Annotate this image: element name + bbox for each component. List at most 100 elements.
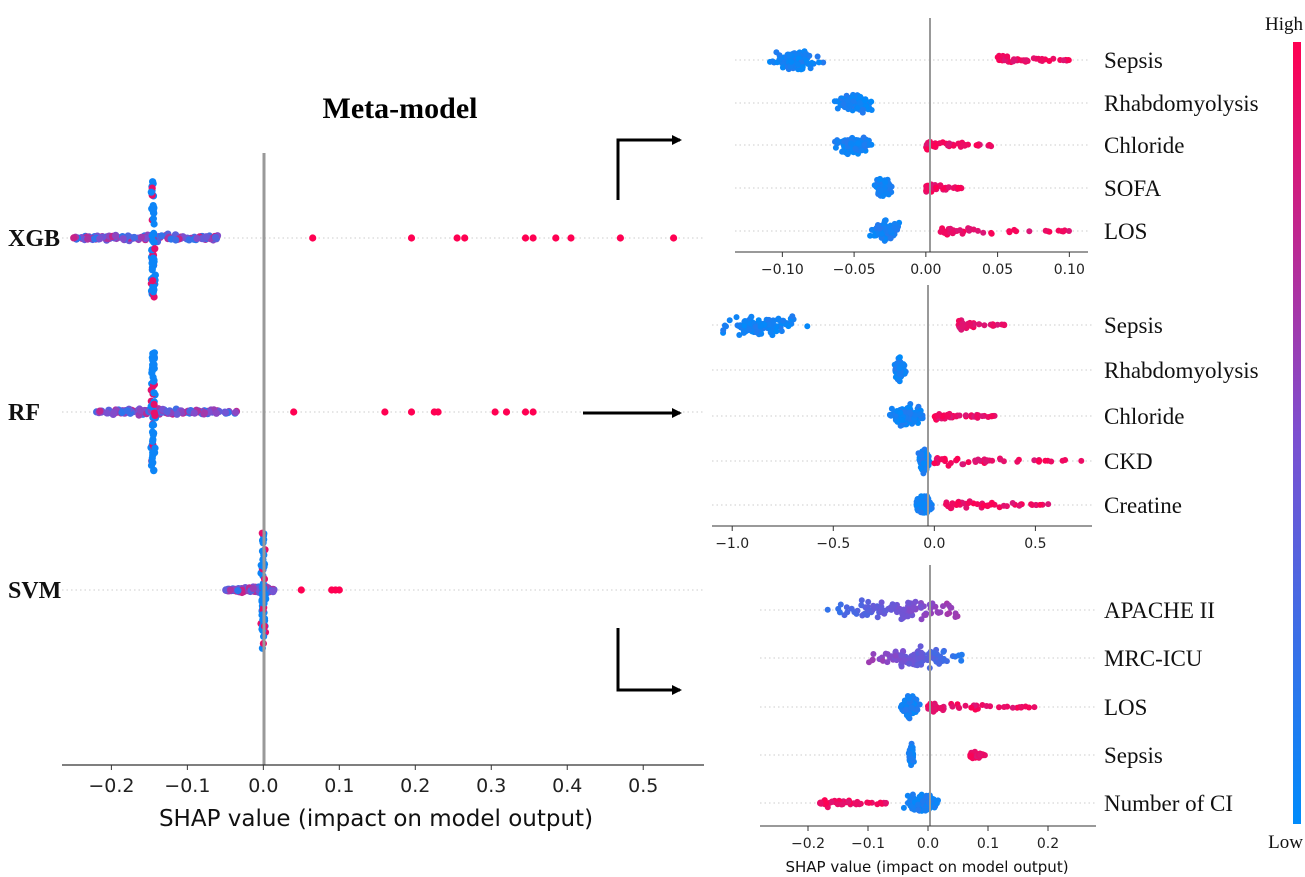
shap-point: [937, 653, 944, 660]
shap-point: [946, 141, 953, 148]
shap-point: [804, 323, 811, 330]
shap-point: [848, 605, 855, 612]
shap-point: [906, 404, 913, 411]
shap-point: [1018, 704, 1025, 711]
shap-point: [150, 466, 158, 474]
feature-row-sepsis: Sepsis: [712, 313, 1163, 339]
shap-point: [1026, 704, 1032, 711]
feature-row-sepsis: Sepsis: [735, 48, 1163, 73]
shap-point: [96, 235, 104, 243]
shap-point: [90, 235, 98, 243]
feature-row-svm: SVM: [8, 529, 704, 652]
shap-point: [878, 599, 885, 606]
shap-point: [940, 648, 947, 655]
x-tick-label: 0.5: [628, 775, 658, 797]
meta-x-axis-label: SHAP value (impact on model output): [159, 806, 593, 832]
shap-point: [521, 234, 530, 242]
shap-point: [774, 316, 781, 323]
rf-panel: SepsisRhabdomyolysisChlorideCKDCreatine …: [712, 285, 1259, 552]
shap-point: [434, 408, 442, 416]
shap-point: [954, 455, 961, 462]
shap-point: [150, 400, 158, 408]
shap-point: [173, 410, 181, 418]
svm-x-axis-label: SHAP value (impact on model output): [785, 858, 1068, 876]
shap-point: [843, 604, 850, 611]
shap-point: [896, 354, 903, 361]
shap-point: [949, 703, 956, 710]
feature-row-xgb: XGB: [8, 178, 704, 301]
shap-point: [915, 807, 922, 813]
feature-label: RF: [8, 400, 40, 426]
feature-row-mrc-icu: MRC-ICU: [760, 643, 1203, 671]
shap-point: [985, 502, 992, 509]
shap-point: [136, 406, 145, 414]
shap-point: [868, 98, 875, 105]
shap-point: [933, 800, 940, 807]
shap-point: [814, 53, 821, 60]
shap-point: [1030, 55, 1037, 62]
shap-point: [733, 314, 740, 321]
feature-label: SVM: [8, 578, 61, 604]
shap-point: [786, 51, 793, 58]
shap-point: [831, 98, 838, 105]
feature-label: Chloride: [1104, 133, 1185, 158]
shap-point: [878, 230, 885, 237]
svm-rows: APACHE II MRC-ICU LOS Sepsis Number of CI: [760, 597, 1233, 816]
shap-point: [817, 799, 824, 806]
shap-point: [839, 148, 846, 155]
shap-point: [908, 704, 915, 711]
shap-point: [1042, 457, 1049, 464]
x-tick-label: 0.00: [910, 262, 941, 278]
shap-point: [994, 54, 1001, 61]
x-tick-label: 0.1: [324, 775, 354, 797]
feature-label: LOS: [1104, 219, 1147, 244]
shap-point: [856, 99, 863, 106]
shap-point: [917, 654, 924, 661]
shap-point: [150, 409, 158, 417]
feature-label: XGB: [8, 226, 60, 252]
shap-point: [910, 604, 917, 611]
shap-point: [1037, 501, 1044, 508]
shap-point: [917, 509, 924, 516]
feature-label: APACHE II: [1104, 598, 1215, 623]
shap-point: [788, 58, 795, 65]
shap-point: [836, 609, 843, 616]
x-tick-label: 0.0: [917, 836, 939, 852]
shap-point: [937, 182, 944, 189]
shap-point: [103, 409, 111, 417]
shap-point: [461, 234, 469, 242]
feature-label: Sepsis: [1104, 313, 1163, 338]
shap-point: [202, 233, 210, 241]
shap-point: [297, 586, 305, 594]
shap-point: [858, 602, 865, 609]
shap-point: [865, 598, 872, 605]
x-tick-label: −0.05: [833, 262, 876, 278]
shap-point: [898, 417, 905, 423]
shap-point: [746, 326, 753, 333]
shap-point: [959, 323, 966, 330]
shap-point: [1001, 322, 1008, 329]
shap-point: [955, 185, 962, 192]
shap-point: [1042, 227, 1049, 234]
shap-point: [874, 222, 881, 228]
shap-point: [947, 460, 954, 466]
shap-point: [945, 184, 952, 191]
shap-point: [151, 245, 159, 253]
shap-point: [773, 328, 780, 335]
shap-point: [866, 141, 873, 148]
feature-label: Chloride: [1104, 404, 1185, 429]
shap-point: [757, 323, 764, 330]
shap-point: [862, 97, 869, 104]
shap-point: [855, 140, 862, 147]
shap-point: [521, 408, 530, 416]
shap-point: [231, 408, 240, 417]
shap-point: [290, 408, 298, 416]
shap-point: [740, 322, 747, 329]
rf-x-ticks: −1.0 −0.5 0.0 0.5: [715, 526, 1047, 552]
colorbar-low-label: Low: [1268, 832, 1303, 853]
feature-row-rhabdomyolysis: Rhabdomyolysis: [712, 354, 1259, 385]
shap-point: [841, 101, 848, 108]
shap-point: [807, 65, 814, 72]
shap-point: [130, 233, 138, 242]
shap-point: [1009, 500, 1016, 506]
